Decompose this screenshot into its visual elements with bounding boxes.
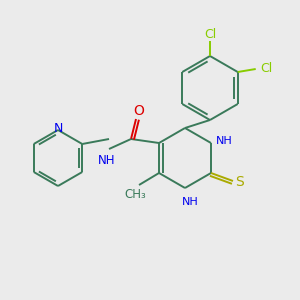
Text: NH: NH: [98, 154, 116, 167]
Text: Cl: Cl: [204, 28, 216, 40]
Text: N: N: [53, 122, 63, 136]
Text: NH: NH: [182, 197, 198, 207]
Text: S: S: [236, 175, 244, 189]
Text: O: O: [134, 104, 145, 118]
Text: NH: NH: [216, 136, 232, 146]
Text: Cl: Cl: [261, 62, 273, 76]
Text: CH₃: CH₃: [124, 188, 146, 202]
